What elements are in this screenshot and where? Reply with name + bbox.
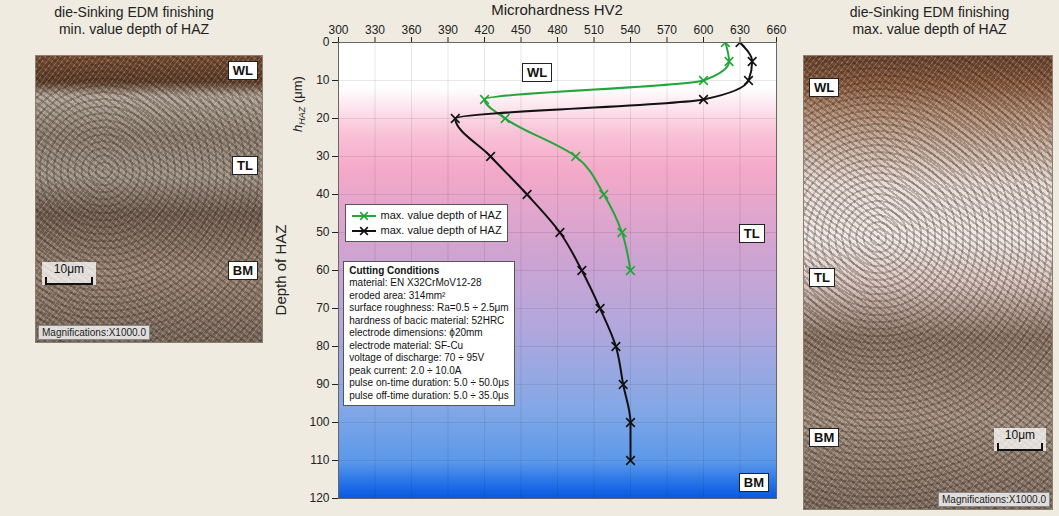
svg-text:330: 330 <box>365 23 385 37</box>
svg-text:570: 570 <box>657 23 677 37</box>
svg-text:0: 0 <box>323 35 330 49</box>
html-text:material: EN X32CrMoV12-28: material: EN X32CrMoV12-28 <box>349 277 482 289</box>
svg-text:300: 300 <box>328 23 348 37</box>
svg-text:450: 450 <box>511 23 531 37</box>
html-text:eroded area: 314mm²: eroded area: 314mm² <box>349 289 446 301</box>
svg-text:90: 90 <box>316 377 330 391</box>
html-text:peak current: 2.0 ÷ 10.0A: peak current: 2.0 ÷ 10.0A <box>349 364 462 376</box>
html-text:TL: TL <box>237 158 253 173</box>
html-text:voltage of discharge: 70 ÷ 95V: voltage of discharge: 70 ÷ 95V <box>349 352 485 364</box>
svg-text:480: 480 <box>547 23 567 37</box>
html-text:pulse off-time duration: 5.0 ÷: pulse off-time duration: 5.0 ÷ 35.0μs <box>349 389 509 401</box>
html-text:WL: WL <box>527 64 548 80</box>
svg-text:540: 540 <box>620 23 640 37</box>
svg-text:660: 660 <box>766 23 786 37</box>
svg-text:390: 390 <box>438 23 458 37</box>
svg-text:420: 420 <box>474 23 494 37</box>
html-text:die-Sinking EDM finishing: die-Sinking EDM finishing <box>54 4 214 20</box>
html-text:pulse on-time duration: 5.0 ÷: pulse on-time duration: 5.0 ÷ 50.0μs <box>349 377 509 389</box>
html-text:BM: BM <box>814 430 835 445</box>
svg-text:50: 50 <box>316 225 330 239</box>
svg-text:70: 70 <box>316 301 330 315</box>
svg-text:Depth of HAZ: Depth of HAZ <box>272 225 289 316</box>
svg-text:60: 60 <box>316 263 330 277</box>
svg-text:120: 120 <box>309 491 329 505</box>
html-text:Cutting Conditions: Cutting Conditions <box>349 264 440 276</box>
html-text:TL: TL <box>743 226 760 242</box>
html-text:hardness of bacic material: 52: hardness of bacic material: 52HRC <box>349 314 505 326</box>
html-text:10μm: 10μm <box>53 262 85 276</box>
html-text:max. value depth of HAZ: max. value depth of HAZ <box>380 208 502 221</box>
html-text:WL: WL <box>814 80 835 95</box>
html-text:min. value depth of HAZ: min. value depth of HAZ <box>58 21 210 37</box>
html-text:Magnifications:X1000.0: Magnifications:X1000.0 <box>42 327 146 338</box>
svg-text:600: 600 <box>693 23 713 37</box>
svg-text:30: 30 <box>316 149 330 163</box>
html-text:max. value depth of HAZ: max. value depth of HAZ <box>380 223 502 236</box>
html-text:electrode dimensions: ϕ20mm: electrode dimensions: ϕ20mm <box>349 327 483 339</box>
svg-text:110: 110 <box>310 453 329 467</box>
html-text:Magnifications:X1000.0: Magnifications:X1000.0 <box>942 494 1046 505</box>
html-text:die-Sinking EDM finishing: die-Sinking EDM finishing <box>849 4 1010 20</box>
svg-text:10: 10 <box>316 73 330 87</box>
svg-text:20: 20 <box>316 111 330 125</box>
svg-text:40: 40 <box>316 187 330 201</box>
svg-text:hHAZ (μm): hHAZ (μm) <box>290 76 307 132</box>
html-text:surface roughness: Ra=0.5 ÷ 2.: surface roughness: Ra=0.5 ÷ 2.5μm <box>349 302 509 314</box>
svg-text:510: 510 <box>584 23 604 37</box>
svg-text:80: 80 <box>316 339 330 353</box>
svg-text:630: 630 <box>730 23 750 37</box>
html-text:max. value depth of HAZ: max. value depth of HAZ <box>852 21 1007 37</box>
html-text:TL: TL <box>814 270 830 285</box>
svg-text:360: 360 <box>401 23 421 37</box>
html-text:BM: BM <box>743 474 764 490</box>
html-text:WL: WL <box>232 63 253 78</box>
html-text:10μm: 10μm <box>1004 428 1036 442</box>
svg-text:Microhardness HV2: Microhardness HV2 <box>491 1 623 18</box>
html-text:electrode material: SF-Cu: electrode material: SF-Cu <box>349 339 464 351</box>
svg-text:100: 100 <box>309 415 329 429</box>
html-text:BM: BM <box>232 263 253 278</box>
